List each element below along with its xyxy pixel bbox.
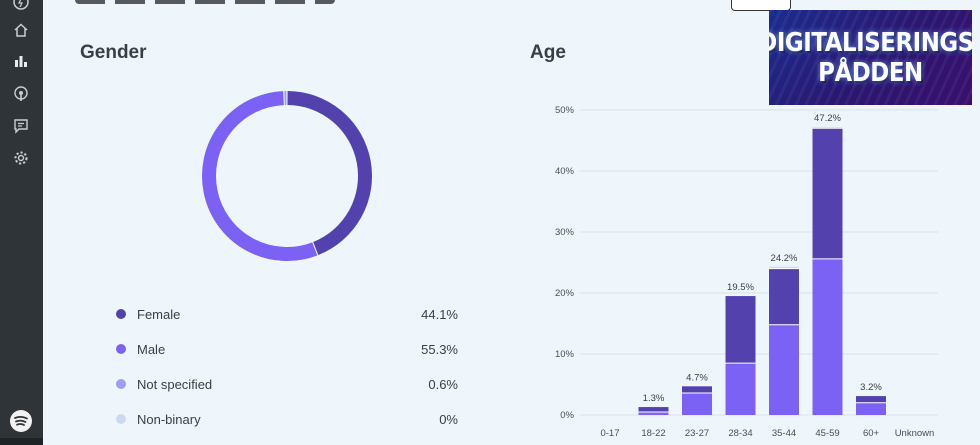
legend-dot <box>116 414 126 424</box>
legend-label: Not specified <box>137 376 213 392</box>
bar-segment-23-27 <box>682 386 712 394</box>
legend-value: 0.6% <box>428 376 458 392</box>
x-tick-label: 18-22 <box>641 428 665 439</box>
legend-value: 44.1% <box>421 306 458 322</box>
legend-row-non-binary: Non-binary 0% <box>116 409 458 429</box>
legend-dot <box>116 344 126 354</box>
donut-slice-male <box>202 91 318 261</box>
legend-row-male: Male 55.3% <box>116 339 458 359</box>
x-tick-label: Unknown <box>895 428 935 439</box>
badge-line-2: PÅDDEN <box>818 57 923 88</box>
message-icon[interactable] <box>11 116 31 136</box>
legend-row-not-specified: Not specified 0.6% <box>116 374 458 394</box>
legend-label: Male <box>137 341 166 357</box>
legend-label: Non-binary <box>137 411 201 427</box>
bar-segment-18-22 <box>638 411 669 415</box>
settings-icon[interactable] <box>11 148 31 168</box>
badge-line-1: DIGITALISERINGS- <box>769 27 972 58</box>
bar-segment-45-59 <box>812 128 843 259</box>
age-bar-chart: 0% 10% 20% 30% 40% 50% 0-17 1.3% 18-22 4.7% 23-27 1… <box>555 105 938 439</box>
y-tick-label: 30% <box>555 227 575 238</box>
y-tick-label: 50% <box>555 105 575 116</box>
bar-segment-45-59 <box>812 258 843 415</box>
y-tick-label: 10% <box>555 349 575 360</box>
legend-row-female: Female 44.1% <box>116 304 458 324</box>
bar-segment-60+ <box>856 402 886 415</box>
bar-segment-28-34 <box>725 363 756 415</box>
bar-chart-icon[interactable] <box>11 51 31 71</box>
bar-segment-35-44 <box>769 324 799 415</box>
bar-total-label: 24.2% <box>771 253 798 264</box>
x-tick-label: 60+ <box>863 428 880 439</box>
bar-segment-23-27 <box>682 393 712 415</box>
bar-segment-28-34 <box>725 296 756 364</box>
y-tick-label: 20% <box>555 288 575 299</box>
legend-label: Female <box>137 306 181 322</box>
bar-total-label: 19.5% <box>727 282 754 293</box>
donut-slice-female <box>287 91 372 256</box>
podcast-icon[interactable] <box>11 84 31 104</box>
y-tick-label: 0% <box>560 410 574 421</box>
gender-title: Gender <box>80 42 147 63</box>
bar-total-label: 47.2% <box>814 113 841 124</box>
age-title: Age <box>530 42 566 63</box>
sidebar-bottom-bar <box>0 438 43 445</box>
y-tick-label: 40% <box>555 166 575 177</box>
x-tick-label: 28-34 <box>728 428 752 439</box>
logo-icon[interactable] <box>11 0 31 12</box>
legend-value: 0% <box>439 411 458 427</box>
bar-segment-18-22 <box>638 407 669 412</box>
bar-segment-35-44 <box>769 266 799 269</box>
x-tick-label: 0-17 <box>600 428 619 439</box>
bar-segment-45-59 <box>812 127 843 129</box>
home-icon[interactable] <box>11 20 31 40</box>
legend-dot <box>116 379 126 389</box>
bar-total-label: 1.3% <box>643 393 665 404</box>
bar-segment-60+ <box>856 396 886 403</box>
x-tick-label: 35-44 <box>772 428 796 439</box>
spotify-icon[interactable] <box>9 409 33 433</box>
legend-value: 55.3% <box>421 341 458 357</box>
top-action-button[interactable] <box>731 0 791 11</box>
page-heading-cropped <box>75 0 335 4</box>
legend-dot <box>116 309 126 319</box>
bar-total-label: 3.2% <box>860 382 882 393</box>
x-tick-label: 23-27 <box>685 428 709 439</box>
gender-donut-chart <box>202 91 372 261</box>
bar-total-label: 4.7% <box>686 372 708 383</box>
sidebar <box>0 0 43 445</box>
digitaliseringspadden-badge: DIGITALISERINGS- PÅDDEN <box>769 10 972 105</box>
x-tick-label: 45-59 <box>815 428 839 439</box>
bar-segment-35-44 <box>769 268 799 325</box>
